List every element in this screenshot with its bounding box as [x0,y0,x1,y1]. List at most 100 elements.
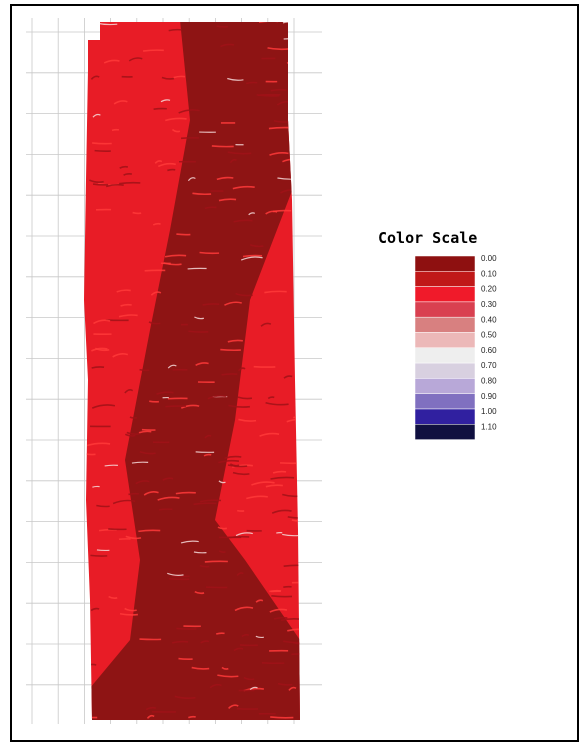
streak [204,560,228,563]
streak [149,400,159,403]
streak [249,686,258,691]
streak [270,716,294,719]
streak [171,640,189,644]
streak [104,464,118,467]
legend-swatch [414,362,476,379]
streak [229,158,237,164]
streak [207,395,227,400]
legend-label: 0.60 [481,346,497,355]
streak [162,477,174,481]
streak [238,418,257,422]
streak [167,364,177,369]
streak [221,666,229,670]
streak [233,647,244,652]
streak [280,618,300,622]
streak [237,396,253,400]
streak [215,632,225,635]
streak [176,233,191,236]
streak [119,181,141,185]
streak [126,431,140,435]
streak [260,322,272,327]
streak [124,607,137,612]
streak [217,674,239,678]
streak [269,152,289,156]
streak [192,192,212,196]
streak [227,77,244,81]
streak [91,404,116,409]
streak [265,484,283,488]
streak [224,455,242,459]
streak [153,107,167,110]
streak [270,476,295,480]
streak [128,492,139,496]
legend-label: 0.10 [481,269,497,278]
streak [200,640,210,644]
streak [265,210,278,215]
streak [218,459,240,464]
streak [161,76,175,80]
legend-swatch [414,271,476,287]
streak [157,162,176,168]
streak [235,292,253,297]
streak [236,572,244,577]
streak [105,183,124,188]
streak [287,628,300,632]
streak [292,641,300,646]
streak [283,564,300,568]
streak [293,415,300,419]
streak [138,529,161,533]
streak [174,695,196,699]
streak [233,219,253,223]
streak [92,142,112,145]
streak [283,375,293,379]
streak [113,100,128,105]
streak [92,113,101,118]
legend-swatch [414,316,476,333]
streak [89,179,104,183]
streak [123,173,133,176]
streak [232,471,250,476]
streak [91,366,105,369]
streak [220,43,235,48]
streak [178,657,193,661]
streak [108,595,118,600]
streak [116,289,131,293]
legend-swatch [414,301,476,318]
streak [273,616,288,620]
streak [120,303,132,307]
streak [271,509,292,514]
streak [171,128,181,133]
legend-title: Color Scale [378,229,477,247]
streak [265,401,289,406]
streak [124,433,136,437]
streak [96,549,110,552]
streak [267,47,289,51]
streak [168,28,182,32]
streak [267,396,275,400]
streak [228,404,250,408]
streak [132,211,142,215]
streak [249,244,264,248]
streak [188,715,196,719]
streak [112,353,129,358]
streak [217,526,228,530]
streak [145,706,157,711]
streak [91,347,108,352]
streak [90,554,108,557]
legend: 0.00 0.10 0.20 0.30 0.40 0.50 0.60 0.70 0.80 0.90… [414,254,497,440]
streak [150,291,162,296]
legend-label: 0.40 [481,315,497,324]
streak [199,499,222,503]
streak [199,564,210,568]
legend-swatch [414,393,476,410]
streak [139,368,150,372]
streak [178,109,200,114]
streak [148,321,161,325]
legend-label: 1.00 [481,407,497,416]
stress-map [84,22,300,720]
streak [257,93,281,97]
streak [188,330,209,333]
streak [111,128,120,132]
streak [175,491,196,495]
